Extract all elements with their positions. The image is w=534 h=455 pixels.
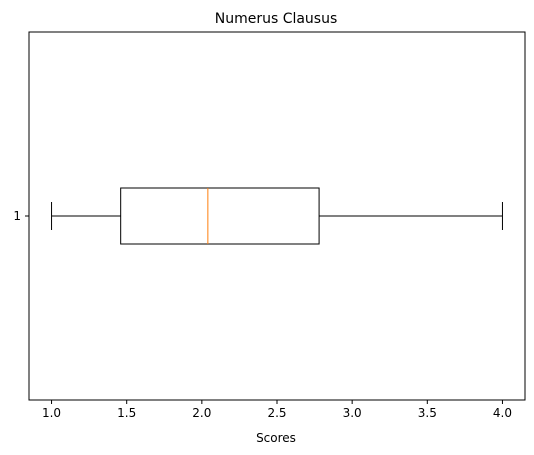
x-tick-label: 3.0 [343,406,362,420]
x-axis-ticks: 1.0 1.5 2.0 2.5 3.0 3.5 4.0 [42,400,512,420]
x-tick-label: 1.0 [42,406,61,420]
chart-title: Numerus Clausus [215,11,338,27]
x-tick-label: 3.5 [418,406,437,420]
plot-marks [51,187,503,245]
x-tick-label: 2.5 [267,406,286,420]
x-tick-label: 4.0 [493,406,512,420]
y-tick-label: 1 [13,209,21,223]
interquartile-box [120,187,320,245]
x-tick-label: 2.0 [192,406,211,420]
x-axis-label: Scores [256,431,296,445]
x-tick-label: 1.5 [117,406,136,420]
y-axis-ticks: 1 [13,209,29,223]
